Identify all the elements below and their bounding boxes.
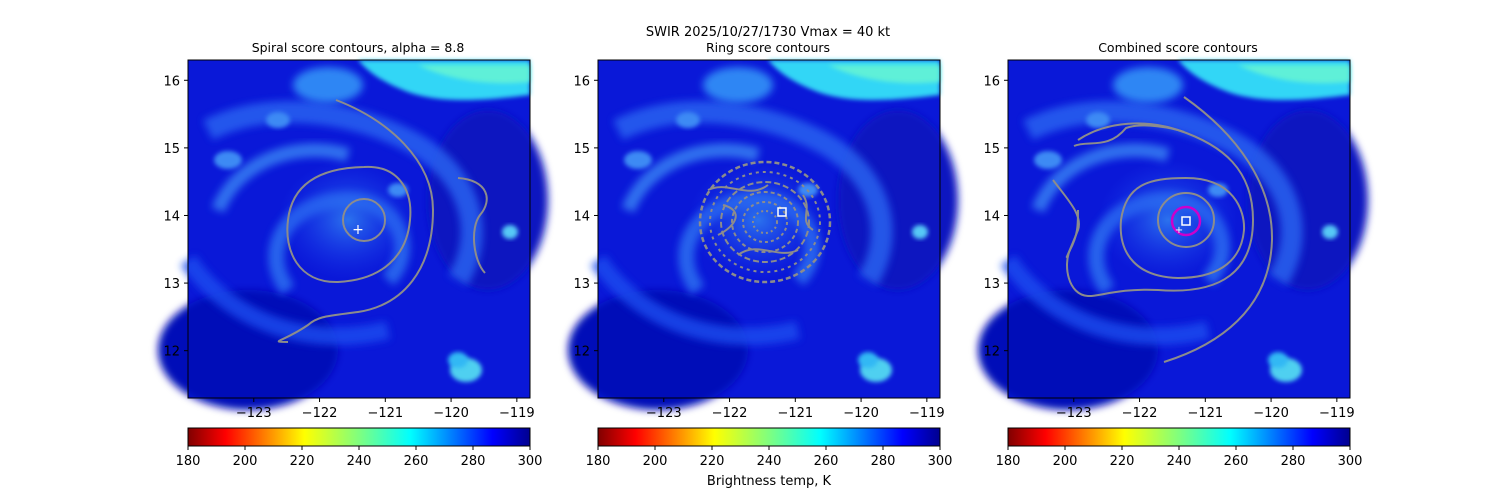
colorbar-tick-label: 200 bbox=[643, 454, 668, 469]
colorbar-tick-label: 240 bbox=[757, 454, 782, 469]
y-axis: 12 13 14 15 16 bbox=[573, 74, 598, 360]
colorbar-tick-label: 260 bbox=[1224, 454, 1249, 469]
combined-contours bbox=[1052, 96, 1274, 363]
x-axis: −123 −122 −121 −120 −119 bbox=[646, 398, 945, 421]
colorbar-tick-label: 180 bbox=[176, 454, 201, 469]
colorbar: 180 200 220 240 260 280 300 bbox=[996, 427, 1363, 469]
contour-middle bbox=[286, 165, 412, 284]
spiral-contours bbox=[277, 99, 488, 343]
contour-middle bbox=[1119, 176, 1246, 280]
y-tick-label: 15 bbox=[573, 142, 590, 157]
colorbar-tick-label: 300 bbox=[1338, 454, 1363, 469]
panel-title: Spiral score contours, alpha = 8.8 bbox=[252, 40, 465, 55]
plot-area bbox=[568, 60, 958, 410]
y-axis: 12 13 14 15 16 bbox=[163, 74, 188, 360]
colorbar-ticks: 180 200 220 240 260 280 300 bbox=[176, 446, 543, 469]
colorbar-tick-label: 220 bbox=[700, 454, 725, 469]
y-tick-label: 16 bbox=[573, 74, 590, 89]
center-square-marker bbox=[777, 207, 787, 217]
figure-suptitle: SWIR 2025/10/27/1730 Vmax = 40 kt bbox=[646, 25, 890, 40]
colorbar-ticks: 180 200 220 240 260 280 300 bbox=[996, 446, 1363, 469]
contour-outer-spiral bbox=[277, 99, 435, 343]
panel-ring: Ring score contours −123 −122 −121 −120 −119… bbox=[568, 40, 958, 489]
colorbar-tick-label: 260 bbox=[814, 454, 839, 469]
y-tick-label: 16 bbox=[163, 74, 180, 89]
contour-inner bbox=[342, 198, 386, 242]
plot-frame bbox=[597, 59, 941, 399]
panel-title: Combined score contours bbox=[1098, 40, 1258, 55]
y-tick-label: 14 bbox=[983, 209, 1000, 224]
colorbar-label: Brightness temp, K bbox=[707, 474, 832, 489]
contour-branch bbox=[1052, 179, 1080, 258]
colorbar-tick-label: 200 bbox=[1053, 454, 1078, 469]
max-score-contour bbox=[1170, 205, 1202, 237]
colorbar-tick-label: 220 bbox=[1110, 454, 1135, 469]
colorbar-tick-label: 240 bbox=[347, 454, 372, 469]
x-axis: −123 −122 −121 −120 −119 bbox=[1056, 398, 1355, 421]
center-plus-marker: + bbox=[352, 222, 364, 238]
plot-area: + bbox=[158, 60, 548, 410]
x-tick-label: −123 bbox=[1056, 406, 1092, 421]
colorbar-tick-label: 220 bbox=[290, 454, 315, 469]
plot-frame bbox=[1007, 59, 1351, 399]
contour-outer-arc bbox=[457, 177, 488, 274]
y-tick-label: 13 bbox=[163, 277, 180, 292]
x-tick-label: −119 bbox=[499, 406, 535, 421]
x-tick-label: −119 bbox=[1319, 406, 1355, 421]
x-axis: −123 −122 −121 −120 −119 bbox=[236, 398, 535, 421]
colorbar-tick-label: 180 bbox=[586, 454, 611, 469]
y-tick-label: 15 bbox=[163, 142, 180, 157]
first-guess-plus-marker: + bbox=[1175, 225, 1183, 236]
y-tick-label: 12 bbox=[983, 345, 1000, 360]
colorbar-tick-label: 180 bbox=[996, 454, 1021, 469]
contour-outer-spiral bbox=[1163, 96, 1274, 363]
colorbar-tick-label: 240 bbox=[1167, 454, 1192, 469]
x-tick-label: −120 bbox=[1253, 406, 1289, 421]
y-tick-label: 14 bbox=[163, 209, 180, 224]
contour-inner bbox=[1157, 192, 1215, 248]
colorbar-tick-label: 300 bbox=[518, 454, 543, 469]
panel-spiral: Spiral score contours, alpha = 8.8 + −12… bbox=[158, 40, 548, 469]
x-tick-label: −121 bbox=[1187, 406, 1223, 421]
colorbar-tick-label: 280 bbox=[461, 454, 486, 469]
colorbar-ticks: 180 200 220 240 260 280 300 bbox=[586, 446, 953, 469]
x-tick-label: −120 bbox=[843, 406, 879, 421]
y-tick-label: 13 bbox=[983, 277, 1000, 292]
x-tick-label: −123 bbox=[236, 406, 272, 421]
center-square-marker bbox=[1181, 216, 1191, 226]
colorbar: 180 200 220 240 260 280 300 bbox=[176, 427, 543, 469]
panel-combined: Combined score contours + −123 −122 −121 −1… bbox=[978, 40, 1368, 469]
x-tick-label: −122 bbox=[302, 406, 338, 421]
colorbar-tick-label: 260 bbox=[404, 454, 429, 469]
colorbar-tick-label: 280 bbox=[1281, 454, 1306, 469]
plot-area: + bbox=[978, 60, 1368, 410]
y-tick-label: 12 bbox=[163, 345, 180, 360]
x-tick-label: −120 bbox=[433, 406, 469, 421]
y-tick-label: 16 bbox=[983, 74, 1000, 89]
ring-contours-field bbox=[698, 160, 832, 284]
plot-frame bbox=[187, 59, 531, 399]
x-tick-label: −121 bbox=[777, 406, 813, 421]
colorbar: 180 200 220 240 260 280 300 bbox=[586, 427, 953, 469]
x-tick-label: −122 bbox=[1122, 406, 1158, 421]
x-tick-label: −122 bbox=[712, 406, 748, 421]
contour-top-left bbox=[1073, 124, 1185, 147]
colorbar-tick-label: 200 bbox=[233, 454, 258, 469]
colorbar-tick-label: 280 bbox=[871, 454, 896, 469]
panel-title: Ring score contours bbox=[706, 40, 830, 55]
x-tick-label: −121 bbox=[367, 406, 403, 421]
y-tick-label: 14 bbox=[573, 209, 590, 224]
y-tick-label: 12 bbox=[573, 345, 590, 360]
y-axis: 12 13 14 15 16 bbox=[983, 74, 1008, 360]
x-tick-label: −119 bbox=[909, 406, 945, 421]
y-tick-label: 15 bbox=[983, 142, 1000, 157]
y-tick-label: 13 bbox=[573, 277, 590, 292]
colorbar-tick-label: 300 bbox=[928, 454, 953, 469]
x-tick-label: −123 bbox=[646, 406, 682, 421]
